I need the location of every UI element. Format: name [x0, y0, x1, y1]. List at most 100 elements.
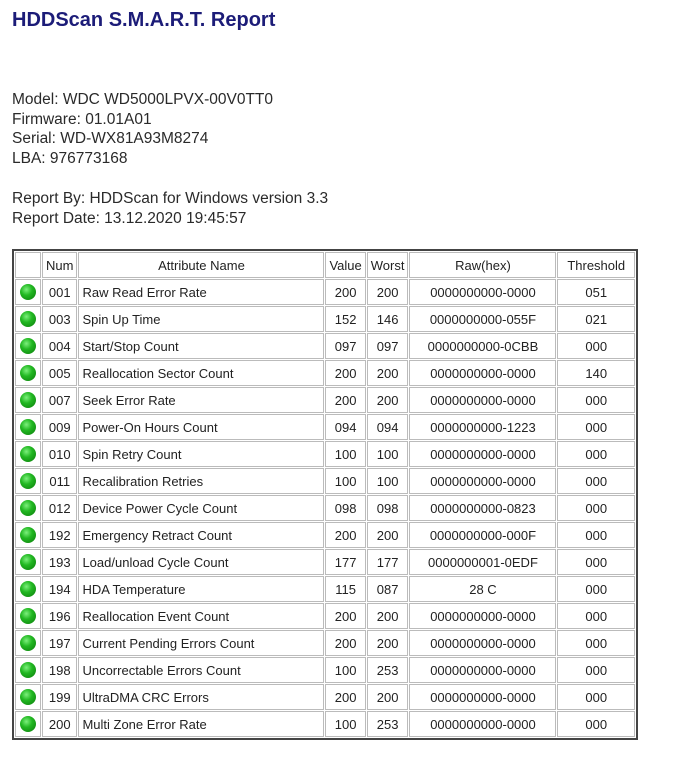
- num-cell: 199: [42, 684, 78, 710]
- value-cell: 100: [325, 468, 366, 494]
- model-text: Model: WDC WD5000LPVX-00V0TT0: [12, 91, 274, 108]
- threshold-cell: 000: [557, 576, 635, 602]
- worst-cell: 253: [366, 711, 409, 737]
- attribute-name-cell: Reallocation Event Count: [78, 603, 325, 629]
- worst-cell: 177: [366, 549, 409, 575]
- num-cell: 192: [42, 522, 78, 548]
- status-ok-icon: [20, 311, 36, 328]
- raw-cell: 0000000000-0000: [409, 711, 557, 737]
- num-cell: 196: [42, 603, 78, 629]
- table-row: 012 Device Power Cycle Count 098 098 0000000…: [15, 495, 635, 521]
- drive-info: Model: WDC WD5000LPVX-00V0TT0 Firmware: …: [12, 90, 273, 168]
- threshold-cell: 000: [557, 630, 635, 656]
- threshold-cell: 051: [557, 279, 635, 305]
- raw-cell: 0000000001-0EDF: [409, 549, 557, 575]
- status-cell: [15, 711, 41, 737]
- worst-cell: 100: [366, 468, 409, 494]
- lba-text: LBA: 976773168: [12, 149, 128, 167]
- table-row: 004 Start/Stop Count 097 097 0000000000-0CBB…: [15, 333, 635, 359]
- num-cell: 005: [42, 360, 78, 386]
- table-row: 010 Spin Retry Count 100 100 0000000000-0000…: [15, 441, 635, 467]
- status-cell: [15, 630, 41, 656]
- status-cell: [15, 495, 41, 521]
- worst-cell: 200: [366, 279, 409, 305]
- num-cell: 194: [42, 576, 78, 602]
- header-value: Value: [325, 252, 366, 278]
- table-header-row: Num Attribute Name Value Worst Raw(hex) …: [15, 252, 635, 278]
- status-ok-icon: [20, 338, 36, 355]
- table-row: 196 Reallocation Event Count 200 200 0000000…: [15, 603, 635, 629]
- attribute-name-cell: Raw Read Error Rate: [78, 279, 325, 305]
- status-ok-icon: [20, 689, 36, 706]
- threshold-cell: 000: [557, 441, 635, 467]
- status-cell: [15, 414, 41, 440]
- attribute-name-cell: Power-On Hours Count: [78, 414, 325, 440]
- status-ok-icon: [20, 635, 36, 652]
- attribute-name-cell: Recalibration Retries: [78, 468, 325, 494]
- table-row: 005 Reallocation Sector Count 200 200 000000…: [15, 360, 635, 386]
- status-ok-icon: [20, 662, 36, 679]
- worst-cell: 200: [366, 360, 409, 386]
- raw-cell: 0000000000-0000: [409, 387, 557, 413]
- worst-cell: 094: [366, 414, 409, 440]
- raw-cell: 0000000000-0000: [409, 603, 557, 629]
- value-cell: 177: [325, 549, 366, 575]
- status-cell: [15, 576, 41, 602]
- worst-cell: 200: [366, 387, 409, 413]
- worst-cell: 097: [366, 333, 409, 359]
- threshold-cell: 000: [557, 333, 635, 359]
- value-cell: 200: [325, 522, 366, 548]
- num-cell: 009: [42, 414, 78, 440]
- threshold-cell: 140: [557, 360, 635, 386]
- status-cell: [15, 360, 41, 386]
- status-cell: [15, 306, 41, 332]
- raw-cell: 0000000000-0000: [409, 279, 557, 305]
- attribute-name-cell: Spin Retry Count: [78, 441, 325, 467]
- status-cell: [15, 441, 41, 467]
- threshold-cell: 021: [557, 306, 635, 332]
- worst-cell: 087: [366, 576, 409, 602]
- status-ok-icon: [20, 716, 36, 733]
- status-cell: [15, 387, 41, 413]
- status-cell: [15, 333, 41, 359]
- status-ok-icon: [20, 581, 36, 598]
- firmware-text: Firmware: 01.01A01: [12, 110, 152, 128]
- status-ok-icon: [20, 392, 36, 409]
- worst-cell: 200: [366, 603, 409, 629]
- smart-table: Num Attribute Name Value Worst Raw(hex) …: [12, 249, 638, 740]
- threshold-cell: 000: [557, 711, 635, 737]
- header-raw: Raw(hex): [409, 252, 557, 278]
- table-row: 007 Seek Error Rate 200 200 0000000000-0000 0…: [15, 387, 635, 413]
- raw-cell: 0000000000-0000: [409, 468, 557, 494]
- value-cell: 115: [325, 576, 366, 602]
- report-date-text: Report Date: 13.12.2020 19:45:57: [12, 209, 247, 227]
- report-by-text: Report By: HDDScan for Windows version 3…: [12, 190, 329, 207]
- status-ok-icon: [20, 554, 36, 571]
- attribute-name-cell: Device Power Cycle Count: [78, 495, 325, 521]
- threshold-cell: 000: [557, 603, 635, 629]
- header-attribute-name: Attribute Name: [78, 252, 325, 278]
- table-row: 198 Uncorrectable Errors Count 100 253 00000…: [15, 657, 635, 683]
- value-cell: 200: [325, 279, 366, 305]
- threshold-cell: 000: [557, 549, 635, 575]
- table-row: 011 Recalibration Retries 100 100 0000000000…: [15, 468, 635, 494]
- attribute-name-cell: UltraDMA CRC Errors: [78, 684, 325, 710]
- status-ok-icon: [20, 419, 36, 436]
- num-cell: 007: [42, 387, 78, 413]
- table-row: 199 UltraDMA CRC Errors 200 200 0000000000-0…: [15, 684, 635, 710]
- status-cell: [15, 549, 41, 575]
- table-row: 003 Spin Up Time 152 146 0000000000-055F 021: [15, 306, 635, 332]
- table-row: 192 Emergency Retract Count 200 200 00000000…: [15, 522, 635, 548]
- header-threshold: Threshold: [557, 252, 635, 278]
- status-cell: [15, 657, 41, 683]
- header-status: [15, 252, 41, 278]
- raw-cell: 0000000000-1223: [409, 414, 557, 440]
- num-cell: 197: [42, 630, 78, 656]
- worst-cell: 098: [366, 495, 409, 521]
- value-cell: 098: [325, 495, 366, 521]
- serial-text: Serial: WD-WX81A93M8274: [12, 130, 209, 147]
- status-ok-icon: [20, 446, 36, 463]
- num-cell: 010: [42, 441, 78, 467]
- raw-cell: 0000000000-0000: [409, 630, 557, 656]
- status-cell: [15, 522, 41, 548]
